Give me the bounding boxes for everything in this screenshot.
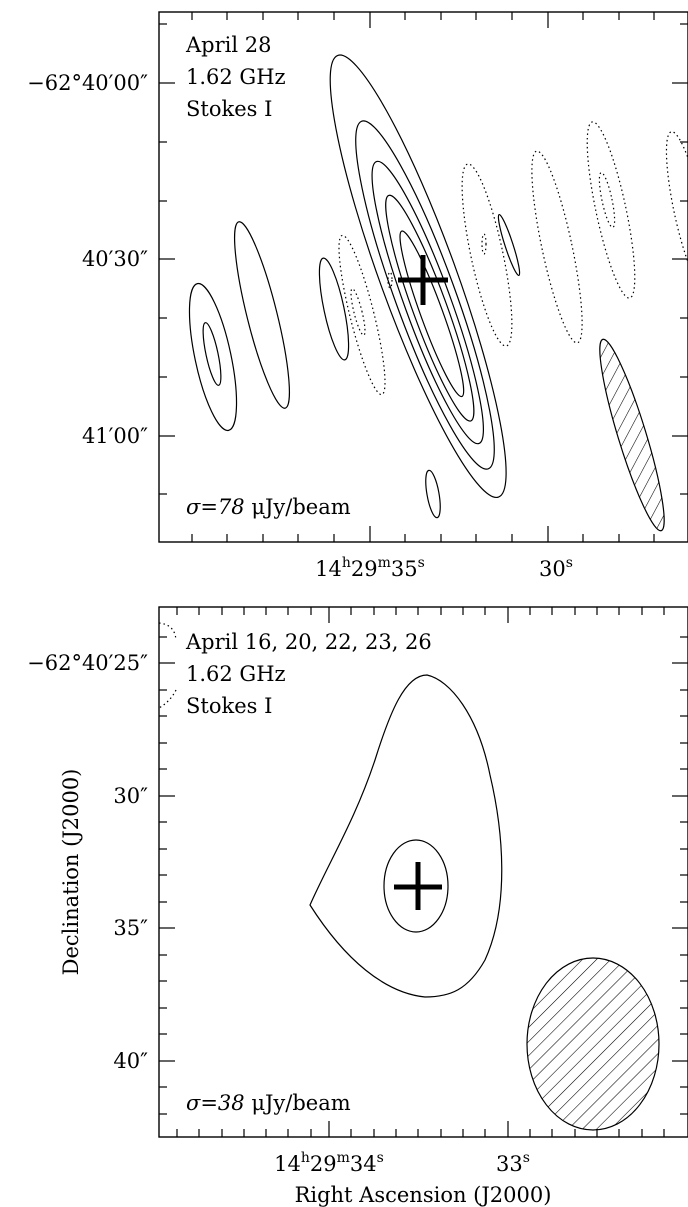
top-sigma-label: σ=78 μJy/beam	[186, 495, 351, 519]
bottom-position-cross	[394, 862, 442, 910]
bottom-beam-ellipse	[526, 957, 660, 1131]
bottom-epoch-label: April 16, 20, 22, 23, 26	[185, 630, 432, 654]
top-sigma-prefix: σ=78	[186, 495, 251, 519]
bottom-stokes-label: Stokes I	[186, 694, 272, 718]
top-panel: April 28 1.62 GHz Stokes I σ=78 μJy/beam…	[27, 11, 688, 581]
top-source-contours	[329, 54, 507, 499]
bottom-ytick-label: 35″	[113, 916, 148, 940]
bottom-sigma-prefix: σ=38	[186, 1091, 251, 1115]
top-frequency-label: 1.62 GHz	[186, 65, 286, 89]
bottom-panel: April 16, 20, 22, 23, 26 1.62 GHz Stokes…	[27, 606, 688, 1207]
top-xtick-label: 30s	[539, 555, 573, 581]
bottom-sigma-unit: μJy/beam	[251, 1091, 350, 1115]
bottom-ytick-label: 40″	[113, 1049, 148, 1073]
top-ytick-label: 41′00″	[82, 424, 148, 448]
bottom-ytick-label: −62°40′25″	[27, 651, 148, 675]
top-position-cross	[398, 255, 448, 305]
bottom-contours	[159, 622, 660, 1131]
top-frame	[158, 11, 688, 543]
bottom-ticks	[159, 607, 688, 1137]
top-ytick-label: −62°40′00″	[27, 71, 148, 95]
top-stokes-label: Stokes I	[186, 97, 272, 121]
bottom-xtick-label: 33s	[496, 1150, 530, 1176]
bottom-ytick-label: 30″	[113, 784, 148, 808]
top-contours	[188, 54, 688, 532]
top-beam-ellipse	[599, 338, 665, 532]
top-epoch-label: April 28	[185, 33, 271, 57]
x-axis-label: Right Ascension (J2000)	[295, 1183, 552, 1207]
bottom-sigma-label: σ=38 μJy/beam	[186, 1091, 351, 1115]
top-ticks	[159, 12, 688, 542]
bottom-frequency-label: 1.62 GHz	[186, 662, 286, 686]
top-ytick-label: 40′30″	[82, 247, 148, 271]
bottom-frame	[158, 606, 688, 1138]
bottom-xtick-label: 14h29m34s	[274, 1150, 384, 1176]
y-axis-label: Declination (J2000)	[59, 769, 83, 976]
top-sigma-unit: μJy/beam	[251, 495, 350, 519]
top-xtick-label: 14h29m35s	[315, 555, 425, 581]
